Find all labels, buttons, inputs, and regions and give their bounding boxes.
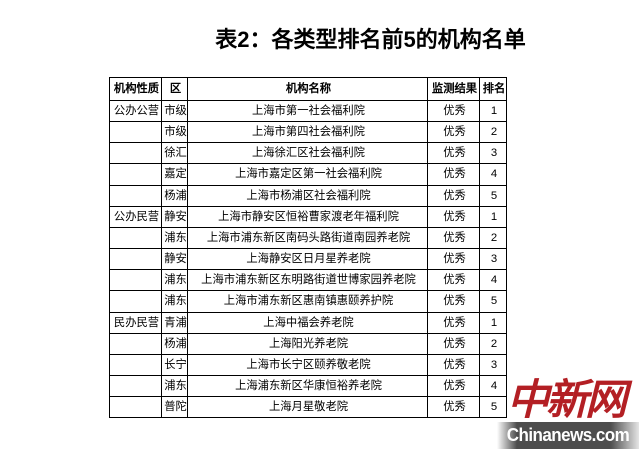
svg-text:中新网: 中新网 bbox=[507, 376, 633, 423]
